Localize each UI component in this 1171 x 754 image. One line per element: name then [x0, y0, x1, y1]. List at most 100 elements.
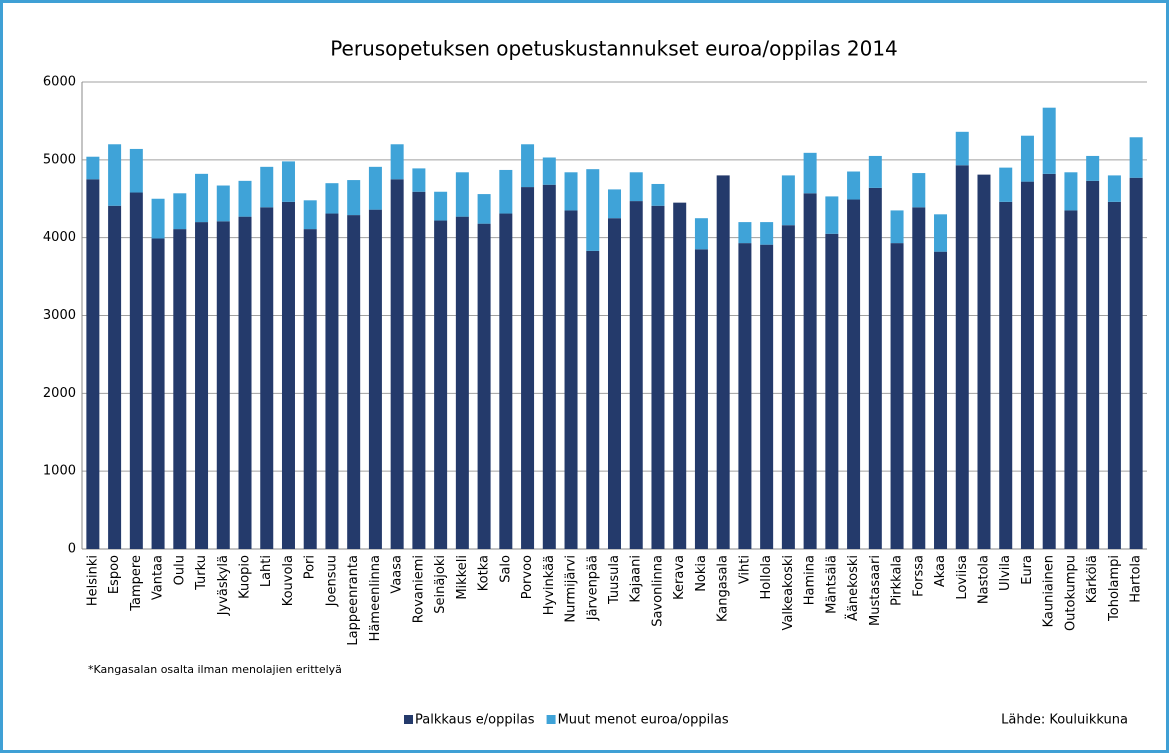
x-tick-label: Ulvila — [998, 555, 1013, 591]
bar-segment — [521, 187, 535, 549]
bar-segment — [151, 198, 165, 239]
bar-segment — [368, 209, 382, 549]
x-tick-label: Hartola — [1129, 555, 1144, 603]
bar-segment — [1064, 210, 1078, 550]
bar-segment — [955, 165, 969, 549]
x-tick-label: Vaasa — [390, 555, 405, 594]
bar-segment — [542, 184, 556, 550]
x-tick-label: Äänekoski — [845, 555, 861, 621]
y-tick-label: 5000 — [43, 152, 76, 167]
bar-segment — [847, 199, 861, 550]
x-tick-label: Mustasaari — [868, 555, 883, 626]
bar-segment — [977, 174, 991, 549]
bar-segment — [912, 207, 926, 550]
bar-segment — [934, 214, 948, 252]
bar-segment — [760, 244, 774, 549]
x-tick-label: Nurmijärvi — [564, 555, 579, 623]
bar-segment — [694, 249, 708, 549]
bar-segment — [1129, 177, 1143, 550]
bar-segment — [499, 169, 513, 214]
source: Lähde: Kouluikkuna — [1001, 713, 1128, 728]
x-tick-label: Espoo — [107, 555, 122, 594]
bar-segment — [195, 173, 209, 223]
bar-segment — [694, 218, 708, 250]
legend-swatch — [404, 715, 413, 724]
bar-segment — [586, 250, 600, 550]
x-tick-label: Turku — [194, 555, 209, 591]
bar-segment — [1086, 180, 1100, 549]
chart-title: Perusopetuksen opetuskustannukset euroa/… — [330, 37, 898, 61]
bar-segment — [477, 223, 491, 549]
x-tick-label: Hollola — [759, 555, 774, 599]
bar-segment — [608, 218, 621, 550]
bar-segment — [477, 194, 491, 224]
bar-segment — [629, 201, 643, 549]
bar-segment — [108, 144, 122, 206]
bar-segment — [868, 155, 882, 188]
x-tick-label: Rovaniemi — [411, 555, 426, 623]
bar-segment — [260, 207, 274, 550]
x-tick-label: Kangasala — [716, 555, 731, 622]
bar-segment — [999, 201, 1013, 549]
x-tick-label: Toholampi — [1107, 555, 1122, 622]
bar-segment — [1107, 175, 1121, 202]
bar-segment — [260, 166, 274, 208]
bar-segment — [455, 172, 469, 217]
x-tick-label: Hämeenlinna — [368, 555, 383, 641]
legend-label: Muut menot euroa/oppilas — [558, 713, 729, 728]
bar-segment — [781, 225, 795, 550]
x-tick-label: Savonlinna — [650, 555, 665, 627]
bar-segment — [129, 148, 143, 193]
bar-segment — [1042, 173, 1056, 550]
bar-segment — [999, 167, 1013, 202]
x-tick-label: Kärkölä — [1085, 555, 1100, 603]
x-tick-label: Kauniainen — [1042, 555, 1057, 627]
x-tick-label: Oulu — [172, 555, 187, 585]
bar-segment — [608, 189, 621, 219]
x-tick-label: Porvoo — [520, 555, 535, 599]
bar-segment — [281, 161, 295, 202]
bar-segment — [564, 172, 578, 211]
x-tick-label: Nokia — [694, 555, 709, 592]
bar-segment — [651, 183, 665, 206]
bar-segment — [499, 213, 513, 549]
bar-segment — [738, 243, 752, 550]
y-tick-label: 3000 — [43, 308, 76, 323]
x-tick-label: Akaa — [933, 555, 948, 587]
bar-segment — [195, 222, 209, 549]
x-tick-label: Kuopio — [238, 555, 253, 599]
bar-segment — [934, 251, 948, 549]
bar-segment — [303, 200, 317, 230]
bar-segment — [1107, 201, 1121, 549]
bar-segment — [890, 210, 904, 244]
bar-segment — [216, 185, 230, 222]
bar-segment — [434, 220, 448, 549]
bar-segment — [238, 216, 252, 549]
bar-segment — [151, 238, 165, 549]
x-tick-label: Vantaa — [151, 555, 166, 600]
bar-segment — [108, 205, 122, 549]
x-tick-label: Lappeenranta — [346, 555, 361, 646]
bar-segment — [347, 180, 361, 216]
x-tick-label: Tuusula — [607, 555, 622, 605]
bar-segment — [303, 229, 317, 550]
bar-segment — [129, 192, 143, 550]
bar-segment — [1020, 135, 1034, 182]
x-tick-label: Hyvinkää — [542, 555, 557, 615]
bar-segment — [651, 205, 665, 549]
legend-swatch — [546, 715, 556, 724]
bar-segment — [521, 144, 535, 188]
bar-segment — [586, 169, 600, 251]
bar-segment — [412, 168, 426, 192]
y-tick-label: 4000 — [43, 230, 76, 245]
bar-segment — [173, 193, 187, 230]
x-tick-label: Pirkkala — [890, 555, 905, 606]
x-tick-label: Helsinki — [85, 555, 100, 606]
x-tick-label: Mikkeli — [455, 555, 470, 600]
bar-segment — [390, 144, 404, 180]
bar-segment — [825, 196, 839, 234]
x-tick-label: Joensuu — [324, 555, 339, 607]
bar-segment — [1129, 137, 1143, 178]
x-tick-label: Jyväskylä — [216, 555, 231, 616]
